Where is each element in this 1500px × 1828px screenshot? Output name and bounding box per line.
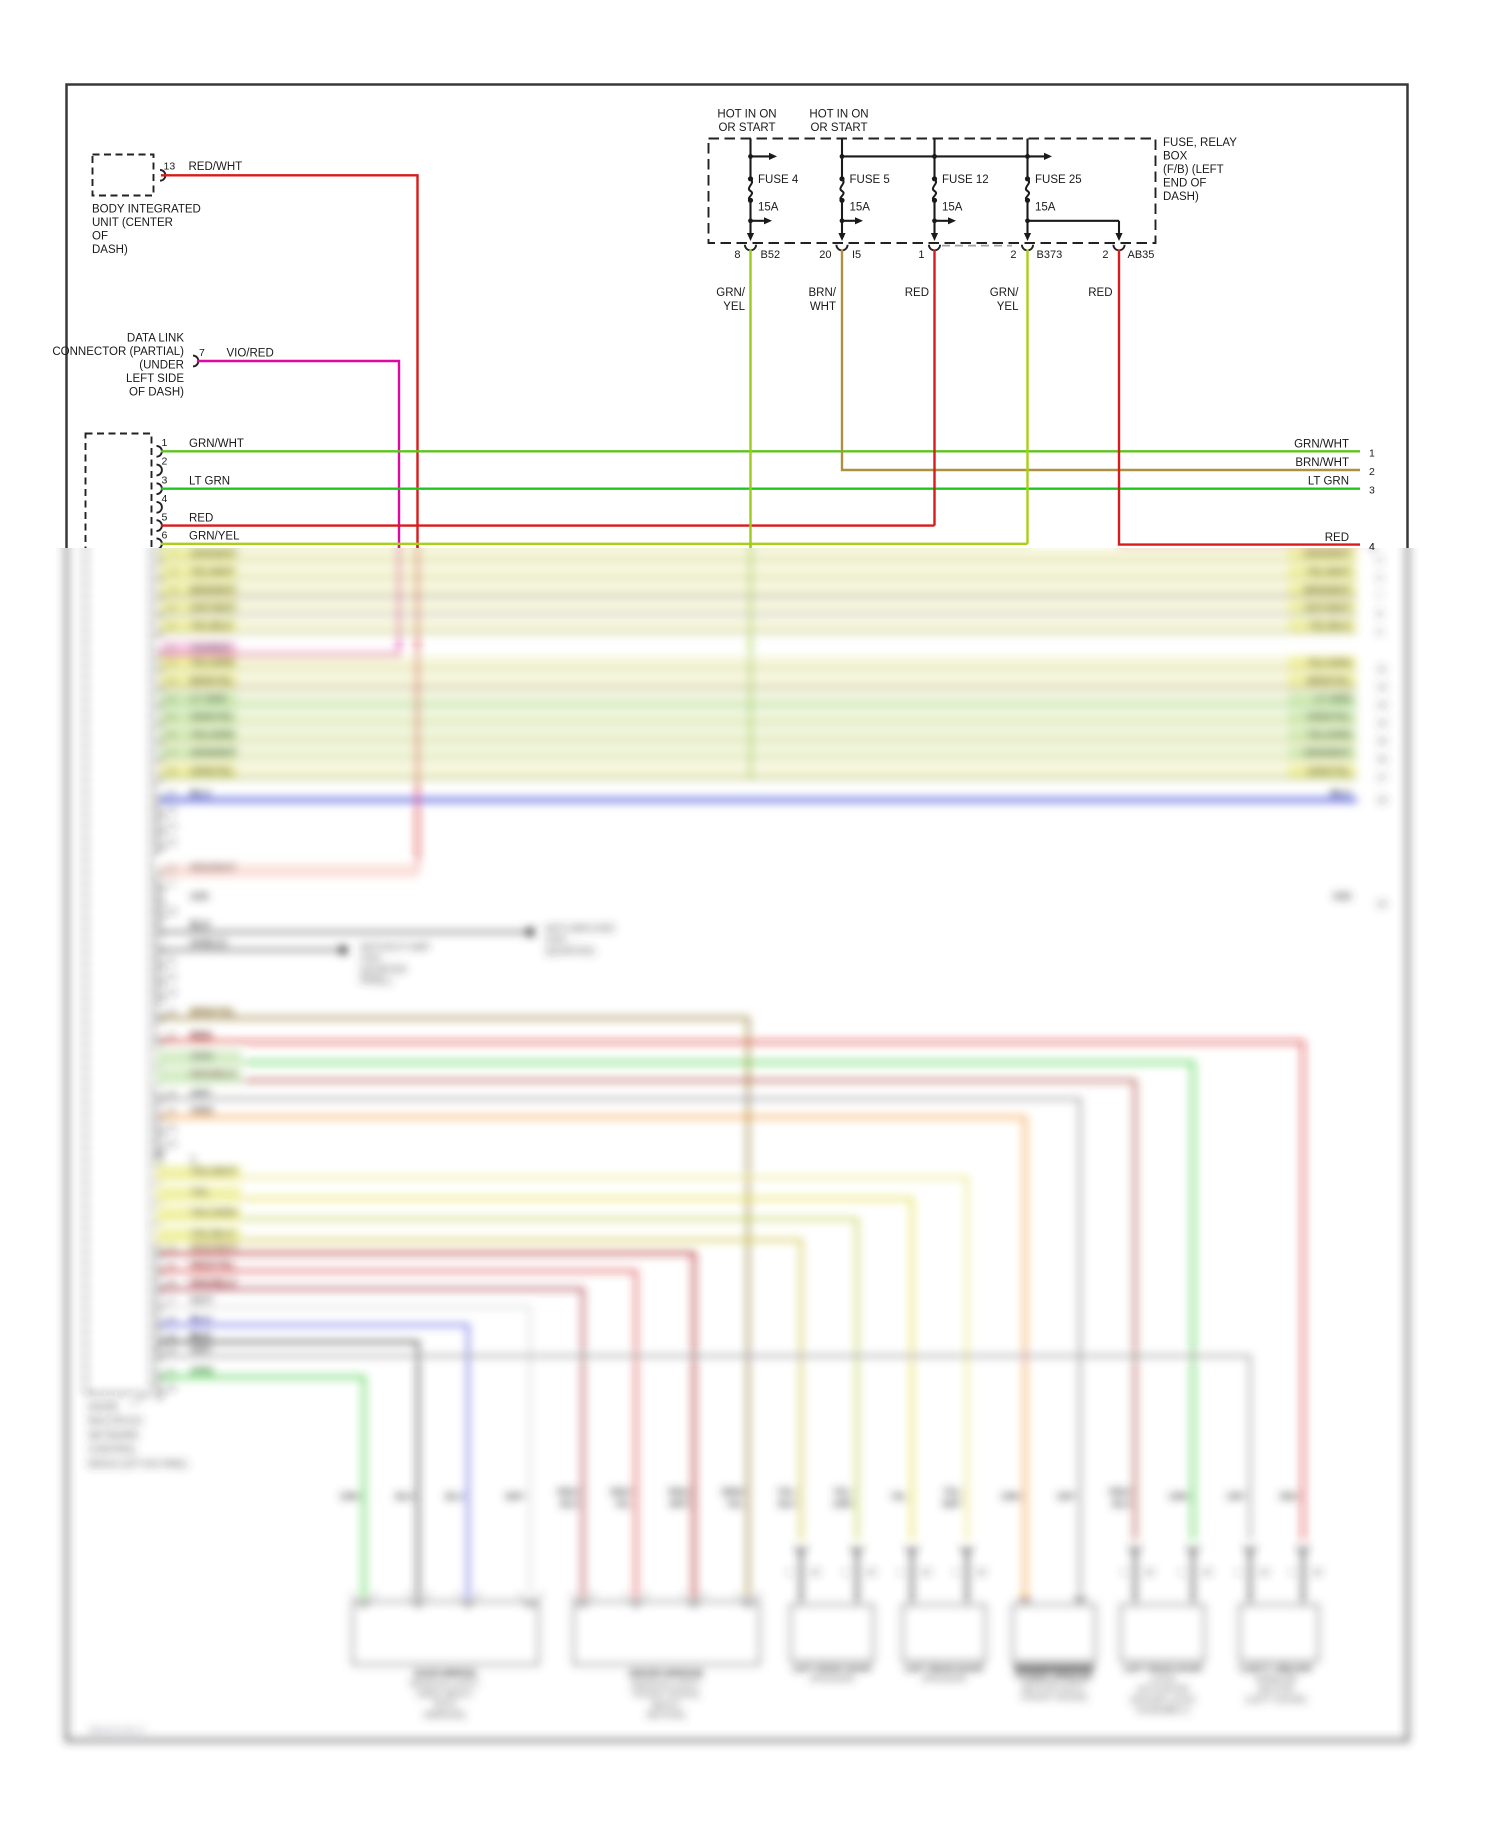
- svg-text:4: 4: [1369, 541, 1375, 553]
